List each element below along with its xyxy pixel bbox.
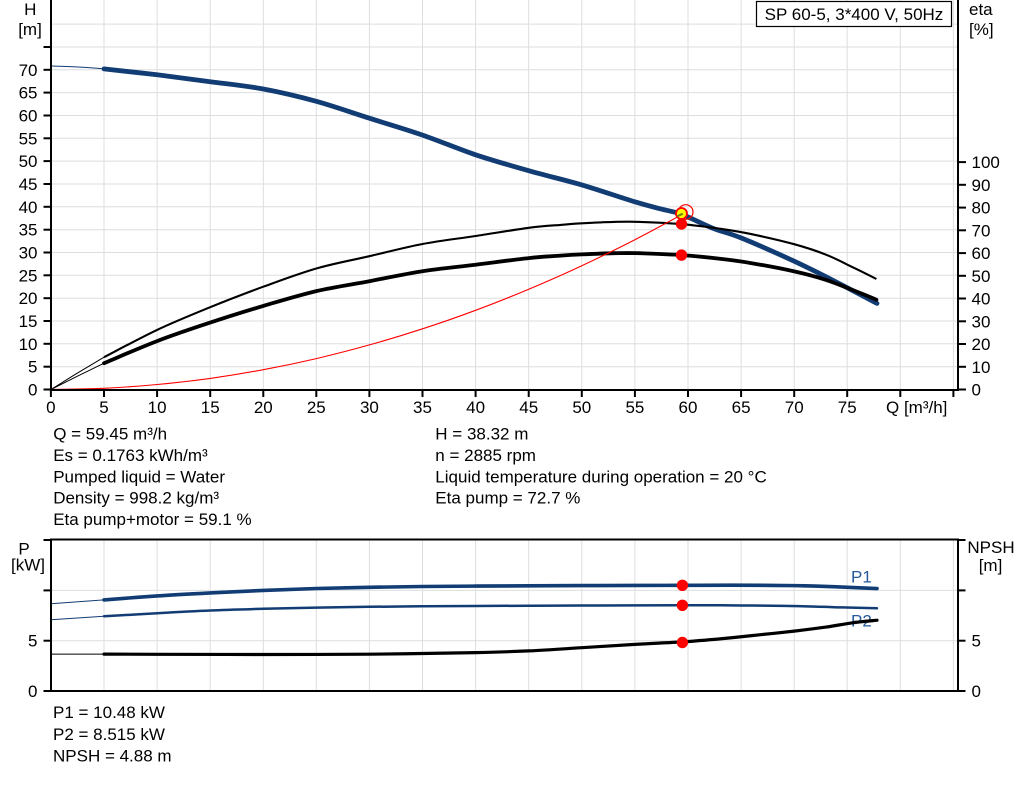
svg-text:80: 80 <box>972 199 991 218</box>
svg-text:50: 50 <box>19 152 38 171</box>
svg-text:P1 = 10.48 kW: P1 = 10.48 kW <box>53 703 165 722</box>
svg-text:eta: eta <box>969 0 993 19</box>
svg-text:[m]: [m] <box>18 20 42 39</box>
svg-text:[%]: [%] <box>969 20 994 39</box>
svg-text:5: 5 <box>972 632 981 651</box>
svg-text:40: 40 <box>19 198 38 217</box>
svg-text:55: 55 <box>625 398 644 417</box>
svg-text:5: 5 <box>28 358 37 377</box>
svg-text:0: 0 <box>972 381 981 400</box>
svg-text:60: 60 <box>972 244 991 263</box>
svg-text:15: 15 <box>19 312 38 331</box>
svg-text:65: 65 <box>732 398 751 417</box>
svg-text:0: 0 <box>28 381 37 400</box>
svg-text:Pumped liquid = Water: Pumped liquid = Water <box>53 467 225 486</box>
svg-text:Eta pump = 72.7 %: Eta pump = 72.7 % <box>435 488 580 507</box>
svg-text:65: 65 <box>19 84 38 103</box>
svg-text:30: 30 <box>360 398 379 417</box>
svg-text:SP 60-5, 3*400 V, 50Hz: SP 60-5, 3*400 V, 50Hz <box>765 5 944 24</box>
svg-text:20: 20 <box>19 289 38 308</box>
svg-text:P: P <box>18 540 29 559</box>
svg-text:Q = 59.45 m³/h: Q = 59.45 m³/h <box>53 424 167 443</box>
svg-text:10: 10 <box>972 358 991 377</box>
svg-text:60: 60 <box>19 107 38 126</box>
svg-text:5: 5 <box>99 398 108 417</box>
svg-text:5: 5 <box>28 632 37 651</box>
svg-text:25: 25 <box>19 266 38 285</box>
svg-text:H: H <box>24 0 36 19</box>
svg-text:40: 40 <box>466 398 485 417</box>
svg-text:20: 20 <box>972 335 991 354</box>
svg-text:Es = 0.1763 kWh/m³: Es = 0.1763 kWh/m³ <box>53 446 208 465</box>
svg-text:30: 30 <box>19 244 38 263</box>
svg-text:35: 35 <box>19 221 38 240</box>
svg-text:Eta pump+motor = 59.1 %: Eta pump+motor = 59.1 % <box>53 510 251 529</box>
svg-text:P2 = 8.515 kW: P2 = 8.515 kW <box>53 725 165 744</box>
svg-text:10: 10 <box>19 335 38 354</box>
svg-text:15: 15 <box>201 398 220 417</box>
svg-text:55: 55 <box>19 129 38 148</box>
svg-text:100: 100 <box>972 153 1000 172</box>
svg-text:Density = 998.2 kg/m³: Density = 998.2 kg/m³ <box>53 488 219 507</box>
svg-text:35: 35 <box>413 398 432 417</box>
svg-text:50: 50 <box>572 398 591 417</box>
svg-text:30: 30 <box>972 312 991 331</box>
svg-text:Q [m³/h]: Q [m³/h] <box>886 398 947 417</box>
svg-text:70: 70 <box>19 61 38 80</box>
svg-text:0: 0 <box>46 398 55 417</box>
svg-text:70: 70 <box>785 398 804 417</box>
svg-text:0: 0 <box>28 682 37 701</box>
svg-text:H = 38.32 m: H = 38.32 m <box>435 424 528 443</box>
svg-text:45: 45 <box>519 398 538 417</box>
svg-text:[m]: [m] <box>979 556 1003 575</box>
svg-text:60: 60 <box>679 398 698 417</box>
svg-text:25: 25 <box>307 398 326 417</box>
svg-text:0: 0 <box>972 682 981 701</box>
svg-text:45: 45 <box>19 175 38 194</box>
svg-text:P1: P1 <box>851 568 872 587</box>
svg-text:70: 70 <box>972 221 991 240</box>
svg-text:Liquid temperature during oper: Liquid temperature during operation = 20… <box>435 467 766 486</box>
svg-text:10: 10 <box>148 398 167 417</box>
svg-text:NPSH = 4.88 m: NPSH = 4.88 m <box>53 747 172 766</box>
svg-text:NPSH: NPSH <box>967 538 1014 557</box>
svg-text:40: 40 <box>972 290 991 309</box>
svg-text:75: 75 <box>838 398 857 417</box>
svg-text:50: 50 <box>972 267 991 286</box>
svg-text:n = 2885 rpm: n = 2885 rpm <box>435 446 536 465</box>
svg-text:20: 20 <box>254 398 273 417</box>
svg-text:90: 90 <box>972 176 991 195</box>
svg-text:[kW]: [kW] <box>11 556 45 575</box>
